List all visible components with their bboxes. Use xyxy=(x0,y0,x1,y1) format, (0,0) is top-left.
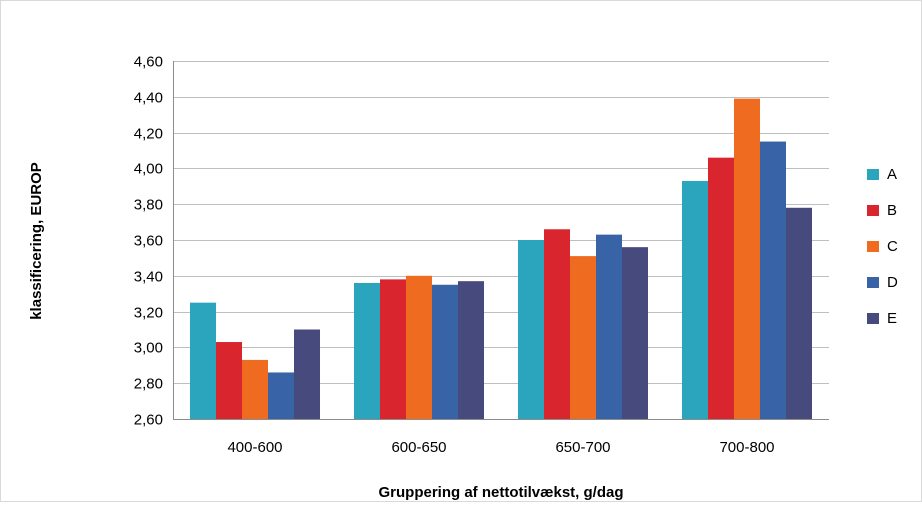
bar-c-700-800 xyxy=(734,98,760,419)
legend-label-e: E xyxy=(887,310,897,327)
bar-c-600-650 xyxy=(406,275,432,419)
x-tick-label: 650-700 xyxy=(555,439,610,456)
x-tick-label: 400-600 xyxy=(227,439,282,456)
y-tick-label: 3,00 xyxy=(134,340,163,357)
bar-e-600-650 xyxy=(458,281,484,419)
bar-a-600-650 xyxy=(354,282,380,419)
legend-label-d: D xyxy=(887,274,898,291)
bar-d-400-600 xyxy=(268,372,294,419)
x-tick-label: 600-650 xyxy=(391,439,446,456)
bar-b-650-700 xyxy=(544,229,570,419)
y-tick-label: 3,60 xyxy=(134,233,163,250)
y-tick-label: 3,20 xyxy=(134,305,163,322)
bar-b-400-600 xyxy=(216,342,242,419)
y-tick-label: 4,20 xyxy=(134,126,163,143)
y-tick-label: 2,80 xyxy=(134,376,163,393)
legend-label-b: B xyxy=(887,202,897,219)
bar-a-400-600 xyxy=(190,302,216,419)
legend-swatch-e xyxy=(867,313,879,324)
bar-e-650-700 xyxy=(622,247,648,419)
legend-swatch-a xyxy=(867,169,879,180)
bar-e-700-800 xyxy=(786,207,812,419)
legend-swatch-d xyxy=(867,277,879,288)
bar-a-700-800 xyxy=(682,180,708,419)
bar-b-700-800 xyxy=(708,157,734,419)
x-axis-tick-labels: 400-600 600-650 650-700 700-800 xyxy=(227,439,774,456)
bars xyxy=(190,98,812,420)
legend-label-c: C xyxy=(887,238,898,255)
y-tick-label: 4,00 xyxy=(134,161,163,178)
y-axis-tick-labels: 2,60 2,80 3,00 3,20 3,40 3,60 3,80 4,00 4,20 4,40… xyxy=(134,54,163,429)
bar-b-600-650 xyxy=(380,279,406,419)
y-tick-label: 4,60 xyxy=(134,54,163,71)
bar-d-600-650 xyxy=(432,284,458,419)
legend-swatch-c xyxy=(867,241,879,252)
bar-c-400-600 xyxy=(242,359,268,419)
y-axis-title: klassificering, EUROP xyxy=(28,162,45,320)
legend-label-a: A xyxy=(887,166,897,183)
bar-e-400-600 xyxy=(294,329,320,419)
x-axis-title: Gruppering af nettotilvækst, g/dag xyxy=(378,484,623,501)
bar-d-700-800 xyxy=(760,141,786,420)
y-tick-label: 4,40 xyxy=(134,90,163,107)
legend-swatch-b xyxy=(867,205,879,216)
legend: A B C D E xyxy=(867,166,898,327)
bar-d-650-700 xyxy=(596,234,622,419)
axes xyxy=(173,61,829,420)
y-tick-label: 3,80 xyxy=(134,197,163,214)
bar-a-650-700 xyxy=(518,240,544,419)
bar-c-650-700 xyxy=(570,256,596,419)
y-tick-label: 2,60 xyxy=(134,412,163,429)
y-tick-label: 3,40 xyxy=(134,269,163,286)
x-tick-label: 700-800 xyxy=(719,439,774,456)
